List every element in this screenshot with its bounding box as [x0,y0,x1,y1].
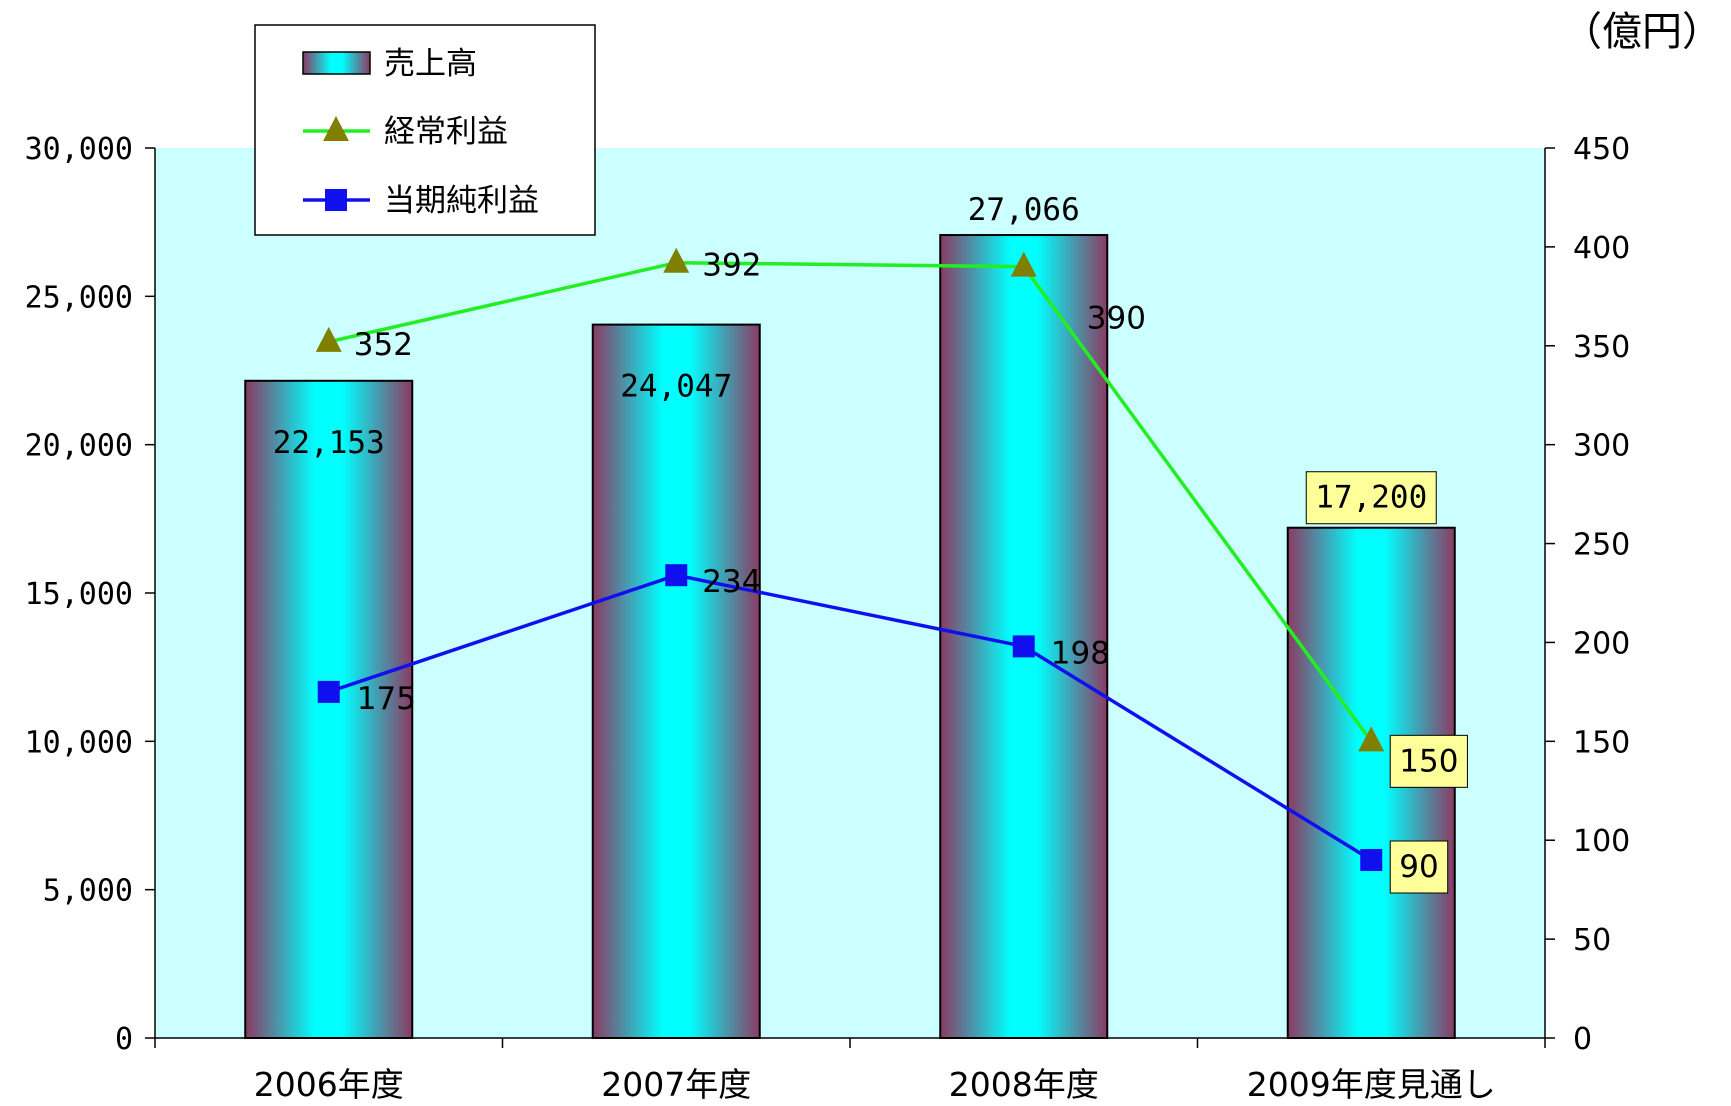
ordinary-profit-label: 150 [1399,743,1458,779]
y-right-tick-label: 400 [1573,231,1630,266]
x-tick-label: 2008年度 [949,1065,1099,1104]
line-series-2 [328,573,1373,862]
bar-value-label-box [1305,471,1437,525]
line-point [663,247,690,273]
y-right-tick-label: 200 [1573,626,1630,661]
line-point [665,564,688,587]
y-left-tick-label: 0 [115,1022,133,1057]
bar-2 [591,323,761,1039]
y-right-tick-label: 0 [1573,1022,1592,1057]
net-profit-label: 175 [357,681,416,717]
legend-label-ordinary: 経常利益 [384,114,508,150]
line-point [1358,726,1385,752]
bar-value-label: 17,200 [1315,480,1427,516]
unit-label: （億円） [1562,9,1722,55]
y-right-tick-label: 450 [1573,132,1630,167]
x-tick-label: 2009年度見通し [1247,1065,1496,1104]
net-profit-label: 234 [702,564,761,600]
line-point [315,326,342,352]
y-left-tick-label: 25,000 [25,280,133,315]
bar-1 [244,379,414,1040]
bar-value-label: 22,153 [273,425,385,461]
y-right-tick-label: 50 [1573,923,1611,958]
x-tick-label: 2006年度 [254,1065,404,1104]
legend-label-sales: 売上高 [384,46,477,82]
y-right-tick-label: 250 [1573,528,1630,563]
y-left-tick-label: 20,000 [25,429,133,464]
ordinary-profit-label-box [1389,734,1468,788]
legend-label-net: 当期純利益 [384,183,539,219]
ordinary-profit-label: 392 [702,248,761,284]
y-right-tick-label: 350 [1573,330,1630,365]
bar-value-label: 24,047 [620,369,732,405]
net-profit-label-box [1389,840,1449,894]
line-point [317,680,340,703]
y-right-tick-label: 300 [1573,429,1630,464]
x-tick-label: 2007年度 [601,1065,751,1104]
bar-value-label: 27,066 [968,192,1080,228]
y-left-tick-label: 10,000 [25,725,133,760]
legend-swatch-net-marker [325,189,347,211]
net-profit-label: 90 [1399,849,1438,885]
line-point [1010,251,1037,277]
ordinary-profit-label: 352 [354,327,413,363]
line-point [1360,849,1383,871]
ordinary-profit-label: 390 [1087,301,1146,337]
legend-swatch-sales [302,51,371,75]
y-left-tick-label: 5,000 [43,874,133,909]
net-profit-label: 198 [1051,635,1110,671]
line-series-1 [328,260,1373,743]
y-left-tick-label: 30,000 [25,132,133,167]
line-point [1012,635,1035,658]
y-right-tick-label: 150 [1573,725,1630,760]
legend-swatch-ordinary-marker [323,116,349,141]
y-left-tick-label: 15,000 [25,577,133,612]
y-right-tick-label: 100 [1573,824,1630,859]
